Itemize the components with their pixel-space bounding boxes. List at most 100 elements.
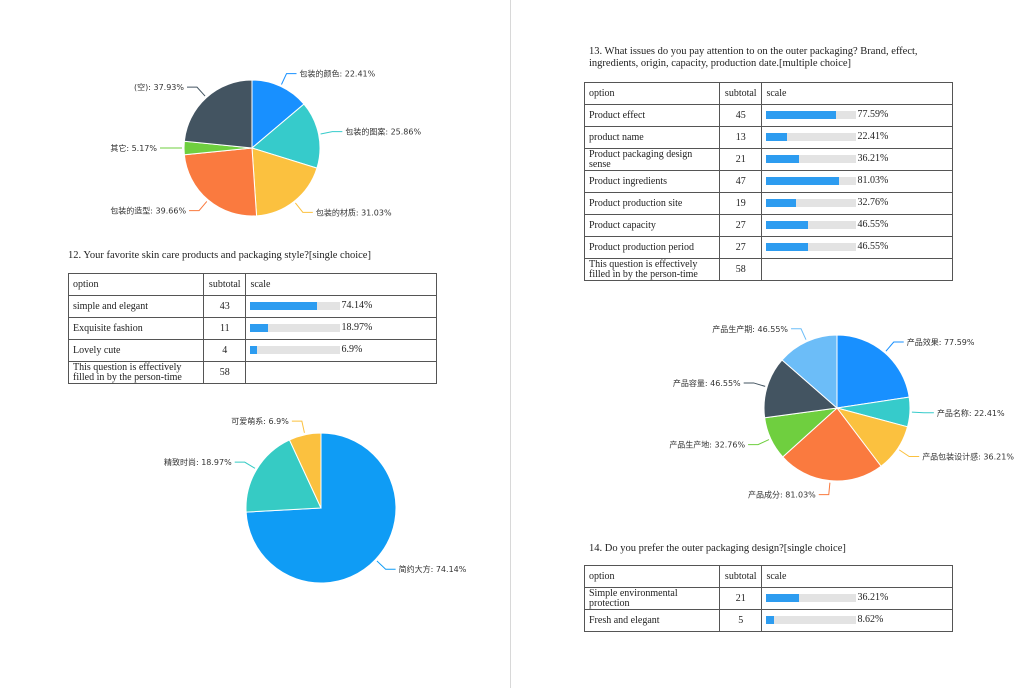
slice-label: 包装的材质: 31.03% xyxy=(316,207,392,217)
pie-slice xyxy=(250,103,321,169)
pie-slice xyxy=(245,439,322,513)
table-row: Product production site 19 32.76% xyxy=(583,192,953,215)
percent-label: 32.76% xyxy=(857,197,889,209)
scale-cell: 36.21% xyxy=(761,148,953,171)
percent-label: 46.55% xyxy=(857,241,889,253)
table-row: Product capacity 27 46.55% xyxy=(583,214,953,237)
progress-fill xyxy=(766,133,787,142)
percent-label: 36.21% xyxy=(857,153,889,165)
percent-label: 36.21% xyxy=(857,592,889,604)
progress-bar xyxy=(250,324,341,333)
subtotal-cell: 27 xyxy=(719,214,763,237)
q13-table: option subtotal scale Product effect 45 77.59… xyxy=(583,82,953,281)
table-row: Product effect 45 77.59% xyxy=(583,104,953,127)
percent-label: 77.59% xyxy=(857,109,889,121)
progress-bar xyxy=(766,133,857,142)
slice-label: 产品成分: 81.03% xyxy=(748,490,816,500)
option-cell: simple and elegant xyxy=(67,295,205,318)
progress-bar xyxy=(766,243,857,252)
progress-bar xyxy=(766,111,857,120)
scale-cell: 36.21% xyxy=(761,587,953,610)
progress-bar xyxy=(250,302,341,311)
scale-cell: 46.55% xyxy=(761,236,953,259)
pie-slice xyxy=(251,79,305,150)
q14-table: option subtotal scale Simple environmental … xyxy=(583,565,953,632)
scale-cell: 22.41% xyxy=(761,126,953,149)
progress-fill xyxy=(766,155,800,164)
scale-cell: 74.14% xyxy=(245,295,437,318)
option-cell: Fresh and elegant xyxy=(583,609,721,632)
progress-bar xyxy=(766,177,857,186)
subtotal-cell: 45 xyxy=(719,104,763,127)
leader-line xyxy=(911,411,934,414)
pie-slice xyxy=(183,147,258,217)
table-footer-row: This question is effectively filled in b… xyxy=(583,258,953,281)
option-cell: Product packaging design sense xyxy=(583,148,721,171)
leader-line xyxy=(898,449,920,458)
leader-line xyxy=(294,202,313,213)
page-divider xyxy=(510,0,511,688)
table-row: Product ingredients 47 81.03% xyxy=(583,170,953,193)
table-header: option subtotal scale xyxy=(583,82,953,105)
leader-line xyxy=(320,131,343,135)
pie-slice xyxy=(183,79,253,149)
progress-bar xyxy=(766,199,857,208)
table-row: Simple environmental protection 21 36.21% xyxy=(583,587,953,610)
progress-fill xyxy=(766,199,796,208)
subtotal-cell: 13 xyxy=(719,126,763,149)
q12-title: 12. Your favorite skin care products and… xyxy=(68,250,371,261)
table-footer-row: This question is effectively filled in b… xyxy=(67,361,437,384)
progress-bar xyxy=(766,616,857,625)
table-row: simple and elegant 43 74.14% xyxy=(67,295,437,318)
slice-label: 简约大方: 74.14% xyxy=(399,564,467,574)
scale-cell: 81.03% xyxy=(761,170,953,193)
subtotal-cell: 4 xyxy=(203,339,247,362)
leader-line xyxy=(376,560,396,570)
slice-label: 可爱萌系: 6.9% xyxy=(231,416,289,426)
progress-fill xyxy=(766,594,800,603)
table-header: option subtotal scale xyxy=(67,273,437,296)
slice-label: 产品生产地: 32.76% xyxy=(669,440,745,450)
progress-bar xyxy=(766,594,857,603)
slice-label: 产品生产期: 46.55% xyxy=(712,324,788,334)
header-cell: option xyxy=(583,82,721,105)
header-cell: option xyxy=(583,565,721,588)
q13-title: 13. What issues do you pay attention to … xyxy=(589,46,918,69)
table-row: product name 13 22.41% xyxy=(583,126,953,149)
pie-slice xyxy=(288,432,322,509)
leader-line xyxy=(186,86,206,97)
slice-label: 其它: 5.17% xyxy=(110,143,157,153)
leader-line xyxy=(281,73,297,85)
option-cell: Product effect xyxy=(583,104,721,127)
slice-label: 产品包装设计感: 36.21% xyxy=(922,452,1014,462)
subtotal-cell: 5 xyxy=(719,609,763,632)
slice-label: 包装的图案: 25.86% xyxy=(345,127,421,137)
slice-label: 包装的造型: 39.66% xyxy=(110,206,186,216)
header-cell: subtotal xyxy=(203,273,247,296)
header-cell: option xyxy=(67,273,205,296)
leader-line xyxy=(234,461,256,469)
percent-label: 46.55% xyxy=(857,219,889,231)
table-row: Product packaging design sense 21 36.21% xyxy=(583,148,953,171)
progress-fill xyxy=(250,346,257,355)
header-cell: scale xyxy=(761,565,953,588)
leader-line xyxy=(748,439,770,446)
slice-label: (空): 37.93% xyxy=(134,82,184,92)
percent-label: 18.97% xyxy=(341,322,373,334)
slice-label: 精致时尚: 18.97% xyxy=(164,457,232,467)
scale-cell: 8.62% xyxy=(761,609,953,632)
scale-cell: 6.9% xyxy=(245,339,437,362)
pie-slice xyxy=(836,334,910,409)
table-header: option subtotal scale xyxy=(583,565,953,588)
scale-cell: 46.55% xyxy=(761,214,953,237)
footer-label: This question is effectively filled in b… xyxy=(583,258,721,281)
progress-fill xyxy=(766,221,809,230)
percent-label: 74.14% xyxy=(341,300,373,312)
pie-slice xyxy=(782,407,882,482)
subtotal-cell: 43 xyxy=(203,295,247,318)
subtotal-cell: 21 xyxy=(719,587,763,610)
q14-title: 14. Do you prefer the outer packaging de… xyxy=(589,543,846,554)
leader-line xyxy=(743,382,766,387)
footer-subtotal: 58 xyxy=(719,258,763,281)
subtotal-cell: 21 xyxy=(719,148,763,171)
